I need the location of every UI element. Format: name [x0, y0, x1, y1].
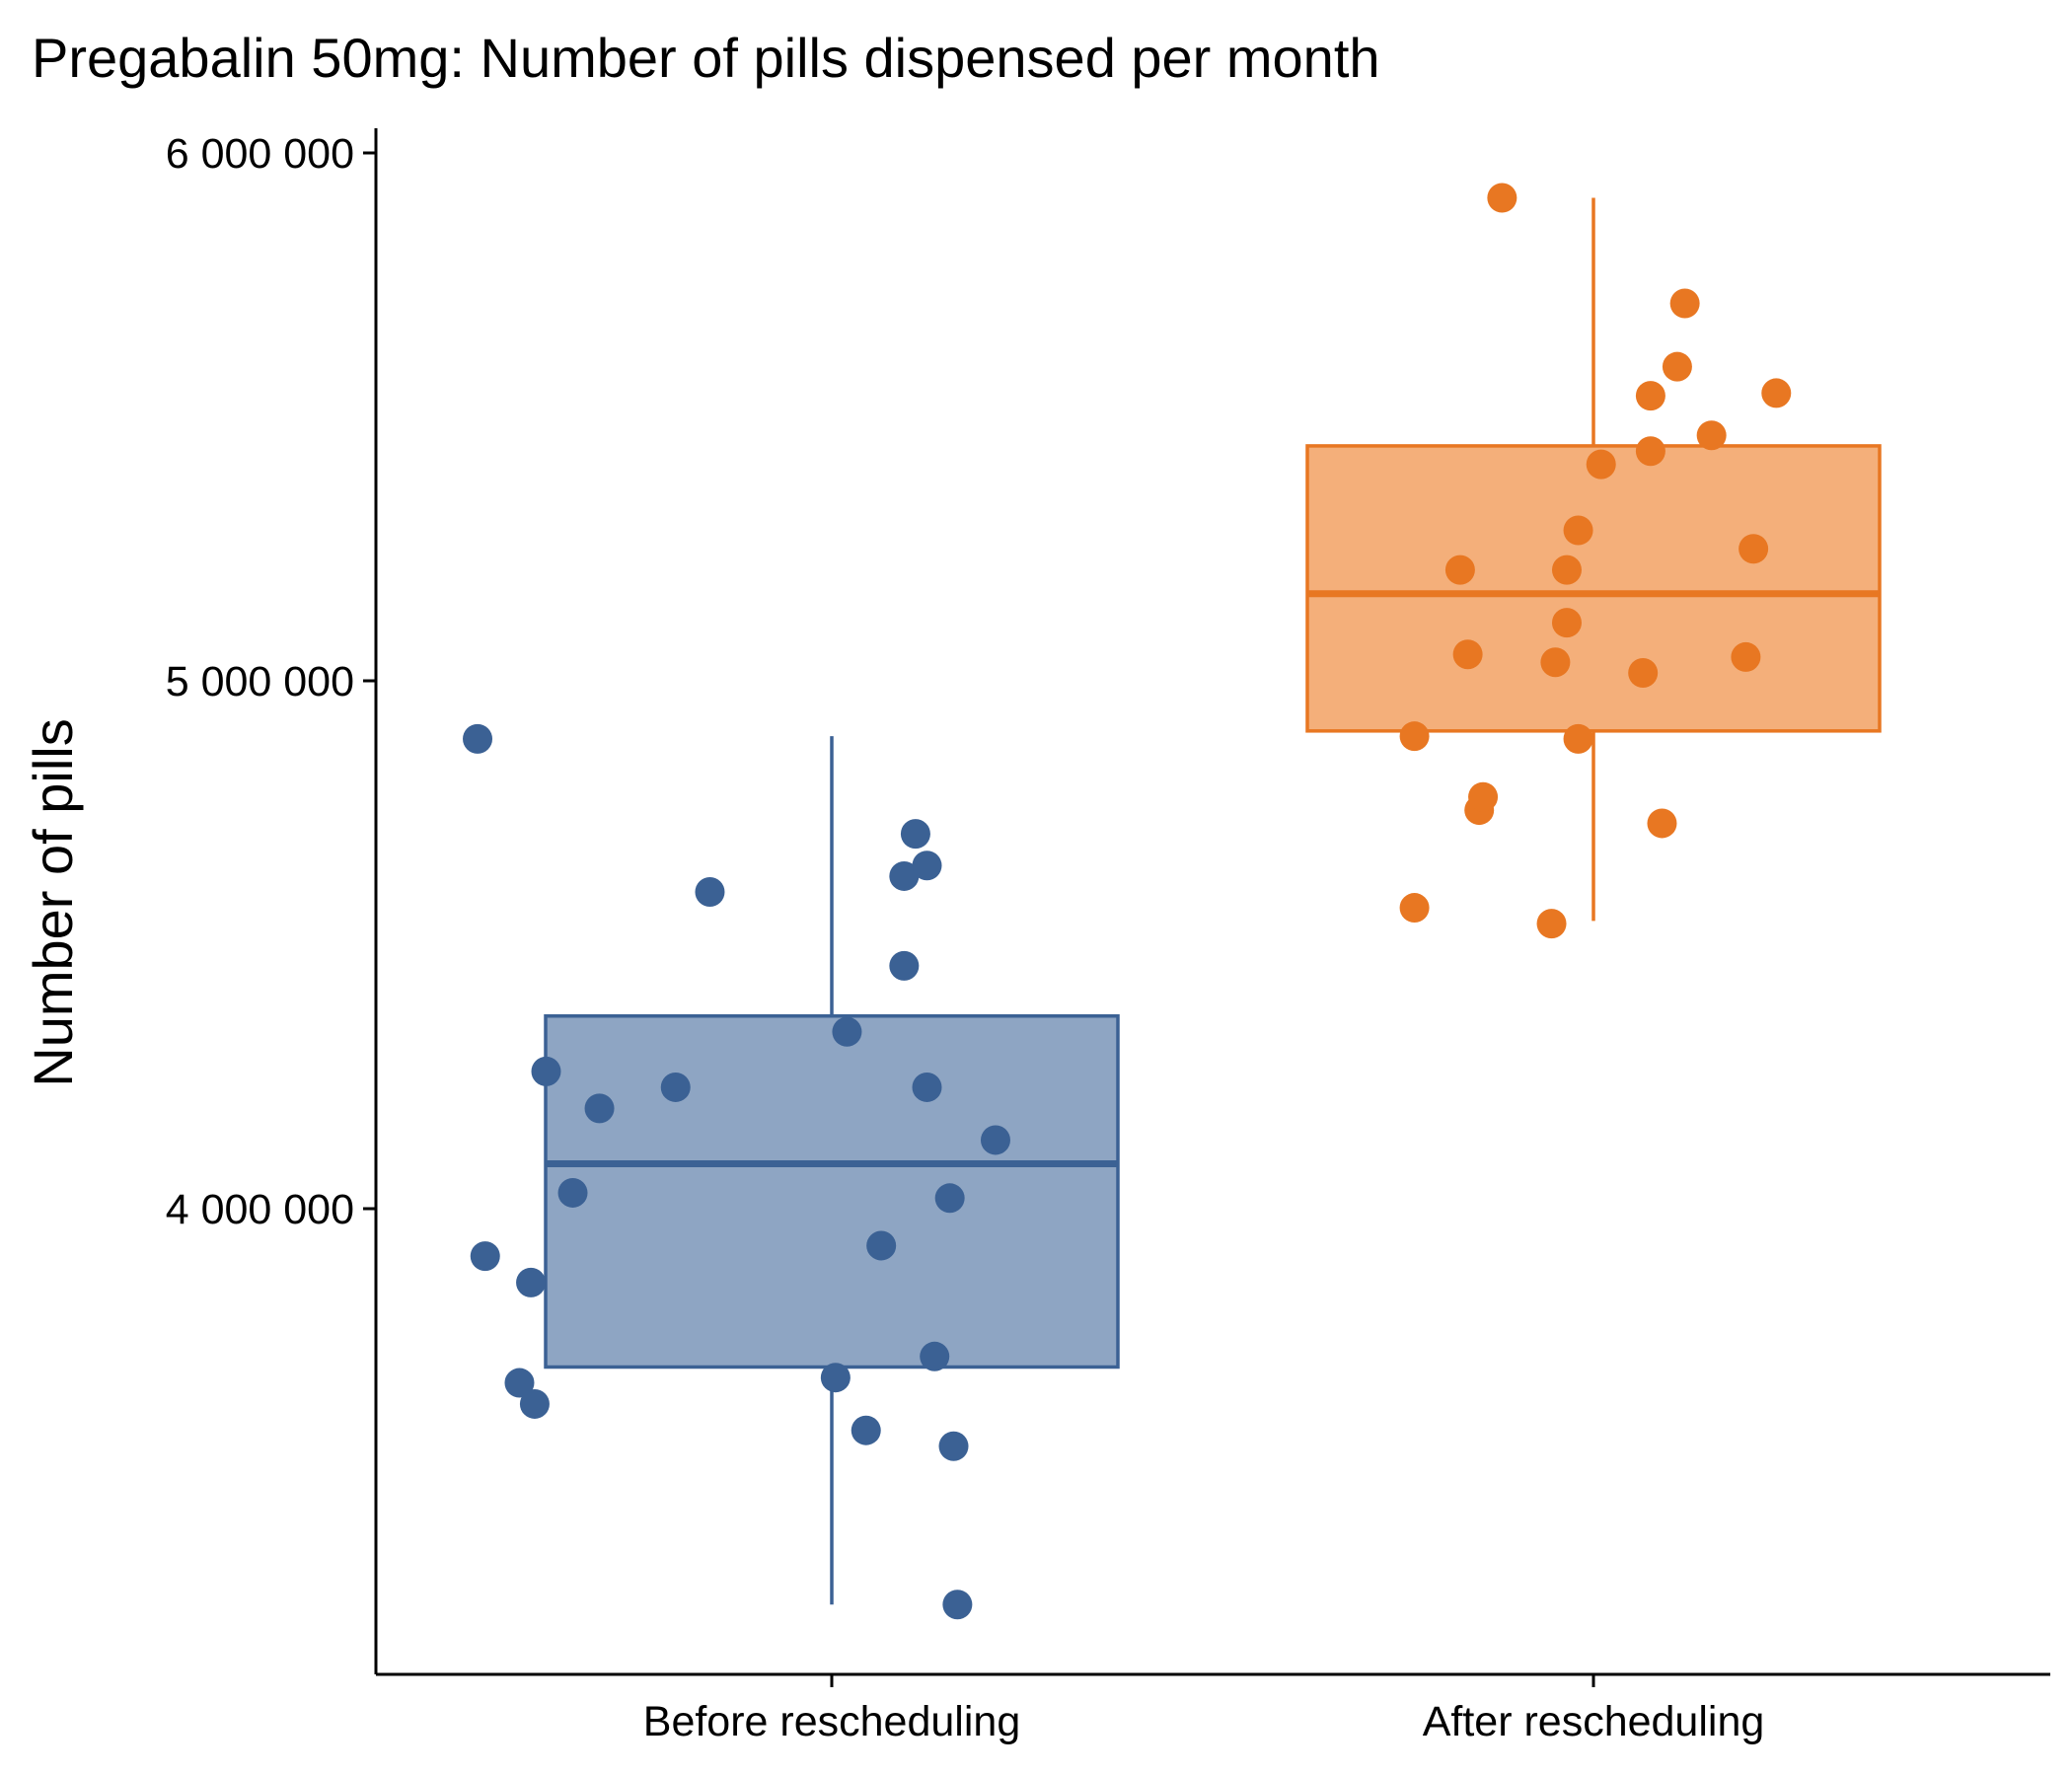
x-tick-label: Before rescheduling [643, 1698, 1020, 1745]
y-axis-label: Number of pills [22, 718, 84, 1086]
before-data-point [531, 1056, 561, 1086]
before-data-point [516, 1267, 547, 1297]
after-box [1305, 444, 1882, 733]
y-tick-label: 6 000 000 [166, 130, 354, 178]
before-box [544, 1013, 1120, 1369]
before-data-point [832, 1016, 862, 1047]
after-data-point [1696, 420, 1727, 451]
before-data-point [695, 877, 725, 907]
before-data-point [557, 1177, 588, 1208]
y-tick-label: 5 000 000 [166, 658, 354, 705]
after-data-point [1731, 641, 1761, 672]
before-data-point [912, 1072, 942, 1102]
before-data-point [470, 1241, 500, 1272]
before-data-point [851, 1415, 881, 1445]
after-data-point [1635, 381, 1665, 411]
after-data-point [1536, 909, 1567, 939]
before-data-point [519, 1388, 550, 1419]
before-data-point [660, 1072, 691, 1102]
after-data-point [1662, 351, 1692, 382]
after-data-point [1635, 436, 1665, 467]
after-data-point [1551, 555, 1582, 585]
y-tick-label: 4 000 000 [166, 1186, 354, 1233]
plot-area: 4 000 000 5 000 000 6 000 000 Before resche… [166, 128, 2050, 1745]
before-data-point [900, 819, 930, 850]
after-data-point [1551, 608, 1582, 638]
after-data-point [1487, 183, 1517, 213]
chart-title: Pregabalin 50mg: Number of pills dispens… [32, 27, 1380, 89]
after-data-point [1628, 657, 1659, 688]
before-data-point [463, 723, 493, 754]
after-data-point [1399, 721, 1430, 752]
after-data-point [1444, 555, 1475, 585]
before-data-point [889, 950, 920, 981]
before-data-point [912, 851, 942, 881]
after-data-point [1586, 449, 1616, 480]
after-data-point [1647, 808, 1677, 839]
after-data-point [1669, 288, 1700, 319]
before-data-point [938, 1431, 969, 1461]
after-data-point [1563, 515, 1593, 546]
before-data-point [980, 1125, 1010, 1155]
before-data-point [820, 1363, 851, 1393]
after-data-point [1540, 647, 1571, 678]
before-data-point [942, 1590, 973, 1620]
x-tick-label: After rescheduling [1423, 1698, 1765, 1745]
after-data-point [1452, 639, 1483, 670]
before-data-point [504, 1368, 535, 1398]
before-data-point [889, 860, 920, 891]
after-data-point [1739, 534, 1769, 564]
after-data-point [1468, 781, 1499, 812]
before-data-point [866, 1230, 897, 1261]
before-data-point [934, 1183, 965, 1214]
before-data-point [920, 1341, 950, 1371]
after-data-point [1399, 893, 1430, 924]
after-data-point [1761, 378, 1792, 408]
after-data-point [1563, 723, 1593, 754]
before-data-point [584, 1093, 615, 1124]
